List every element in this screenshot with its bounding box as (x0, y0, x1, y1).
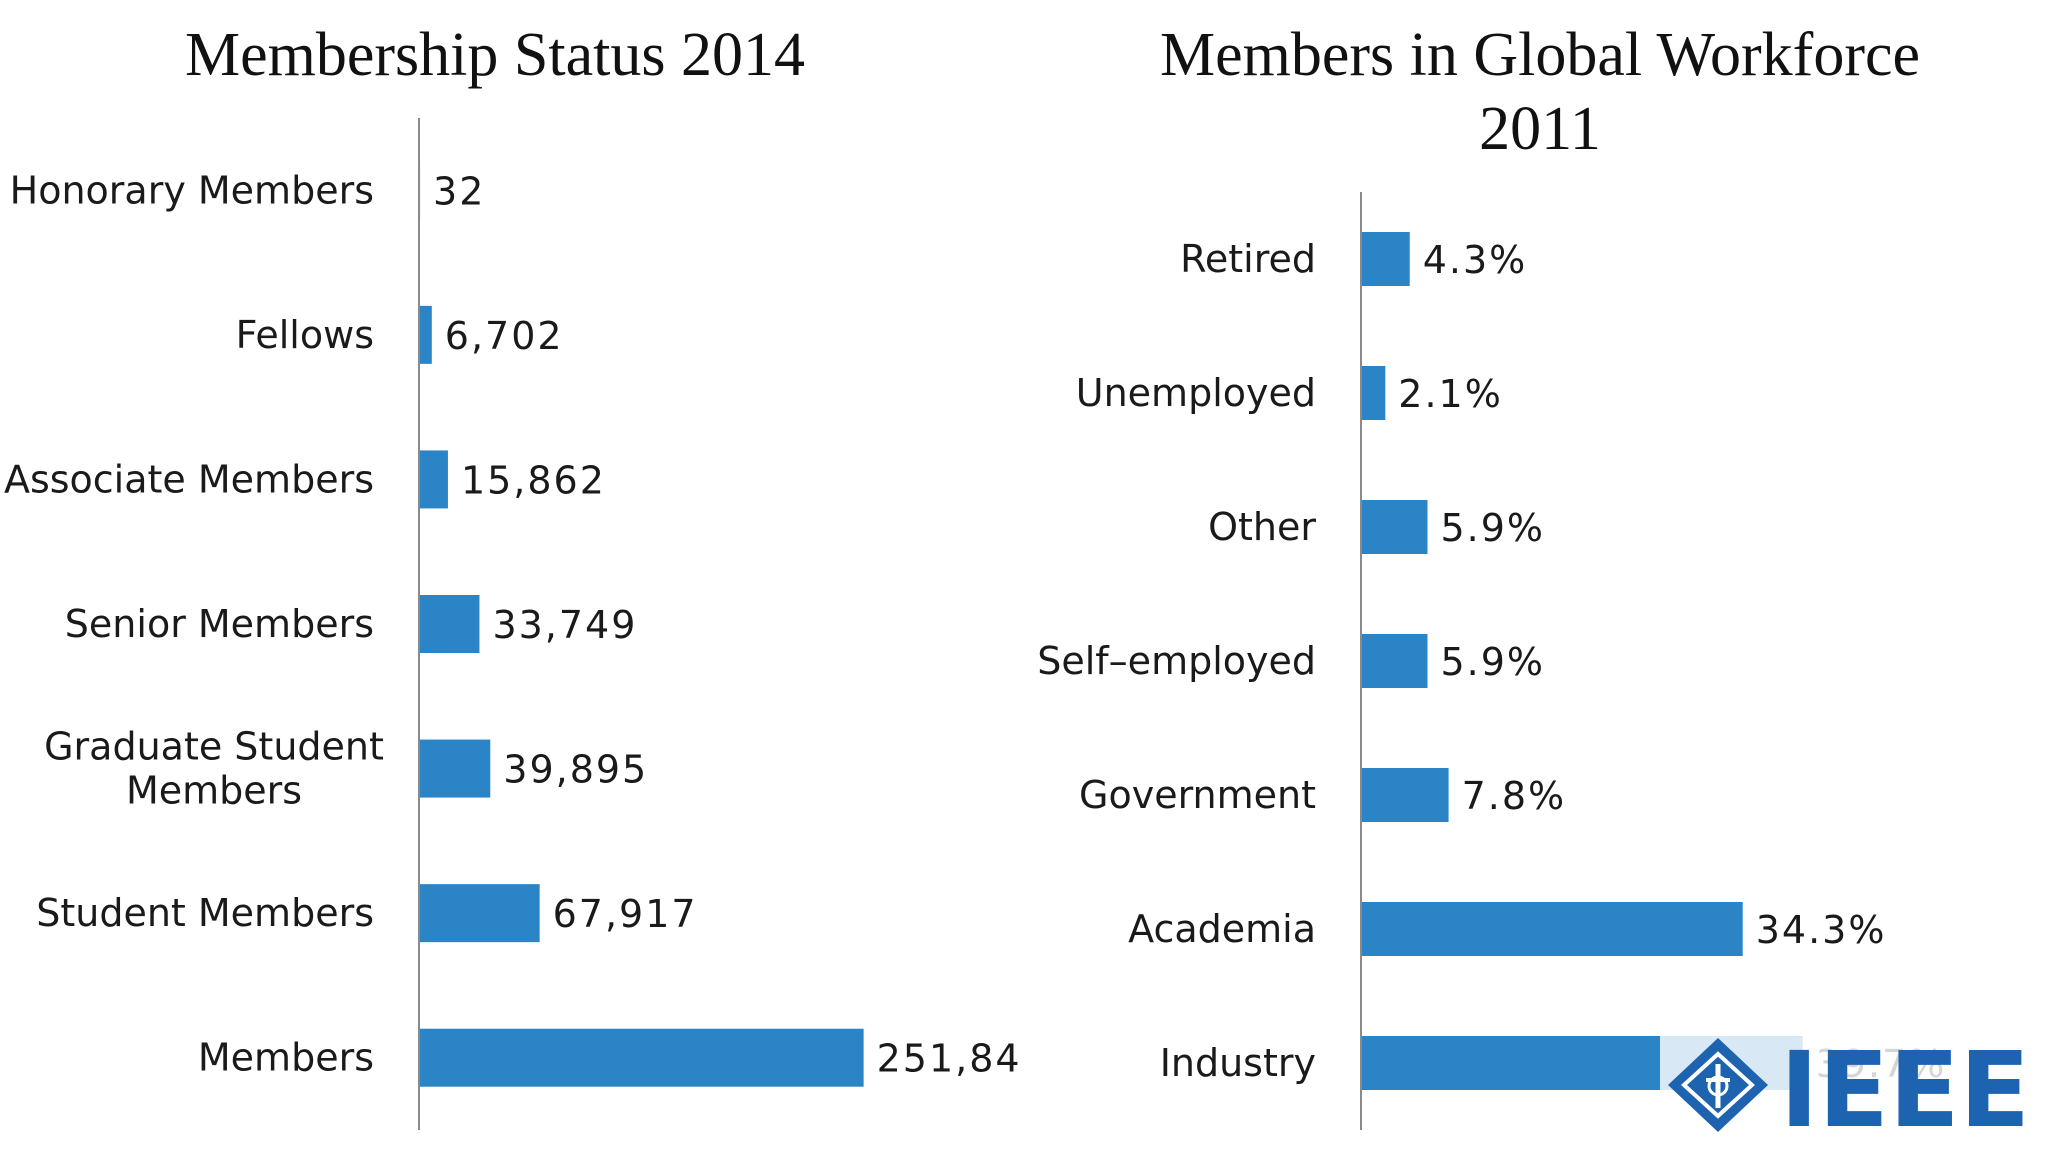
bar-student-members (420, 884, 540, 943)
category-label-graduate-student-members-line-2: Members (126, 769, 302, 813)
bar-fellows (420, 305, 432, 364)
chart-title-membership-status: Membership Status 2014 (185, 21, 805, 89)
category-label-senior-members: Senior Members (65, 602, 374, 646)
category-label-self-employed: Self–employed (1037, 639, 1316, 683)
bar-government (1362, 768, 1449, 822)
bar-self-employed (1362, 634, 1428, 688)
category-label-academia: Academia (1128, 907, 1316, 951)
bar-retired (1362, 232, 1410, 286)
category-label-student-members: Student Members (36, 891, 374, 935)
category-label-fellows: Fellows (236, 313, 374, 357)
value-label-student-members: 67,917 (553, 892, 698, 936)
chart-title-global-workforce-line-1: Members in Global Workforce (1159, 21, 1921, 89)
chart-title-global-workforce: Members in Global Workforce 2011 (1050, 18, 2030, 166)
value-label-other: 5.9% (1440, 506, 1545, 550)
bar-senior-members (420, 595, 480, 653)
value-label-senior-members: 33,749 (492, 603, 637, 647)
category-label-retired: Retired (1180, 237, 1316, 281)
value-label-self-employed: 5.9% (1440, 640, 1545, 684)
category-label-graduate-student-members-line-1: Graduate Student (44, 725, 384, 769)
value-label-graduate-student-members: 39,895 (503, 748, 648, 792)
chart-title-global-workforce-line-2: 2011 (1479, 95, 1601, 163)
ieee-logo: IEEE (1660, 1029, 2040, 1151)
ieee-logo-text: IEEE (1780, 1030, 2030, 1140)
value-label-retired: 4.3% (1423, 238, 1528, 282)
category-label-other: Other (1208, 505, 1316, 549)
category-label-industry: Industry (1160, 1041, 1316, 1085)
bar-associate-members (420, 450, 448, 509)
value-label-unemployed: 2.1% (1398, 372, 1503, 416)
ieee-diamond-icon (1668, 1038, 1768, 1132)
value-label-associate-members: 15,862 (461, 458, 606, 502)
category-label-unemployed: Unemployed (1076, 371, 1316, 415)
bar-academia (1362, 902, 1743, 956)
value-label-fellows: 6,702 (445, 314, 564, 358)
value-label-government: 7.8% (1462, 774, 1567, 818)
bar-graduate-student-members (420, 739, 491, 798)
bar-unemployed (1362, 366, 1386, 420)
category-label-honorary-members: Honorary Members (10, 168, 374, 212)
category-label-members: Members (198, 1036, 374, 1080)
bar-other (1362, 500, 1428, 554)
value-label-members: 251,842 (877, 1037, 1024, 1081)
bar-members (420, 1028, 864, 1087)
value-label-honorary-members: 32 (433, 169, 485, 213)
value-label-academia: 34.3% (1756, 908, 1887, 952)
category-label-associate-members: Associate Members (4, 457, 374, 501)
membership-status-chart: Honorary Members 32 Fellows 6,702 Associate … (4, 118, 1024, 1130)
category-label-government: Government (1079, 773, 1316, 817)
